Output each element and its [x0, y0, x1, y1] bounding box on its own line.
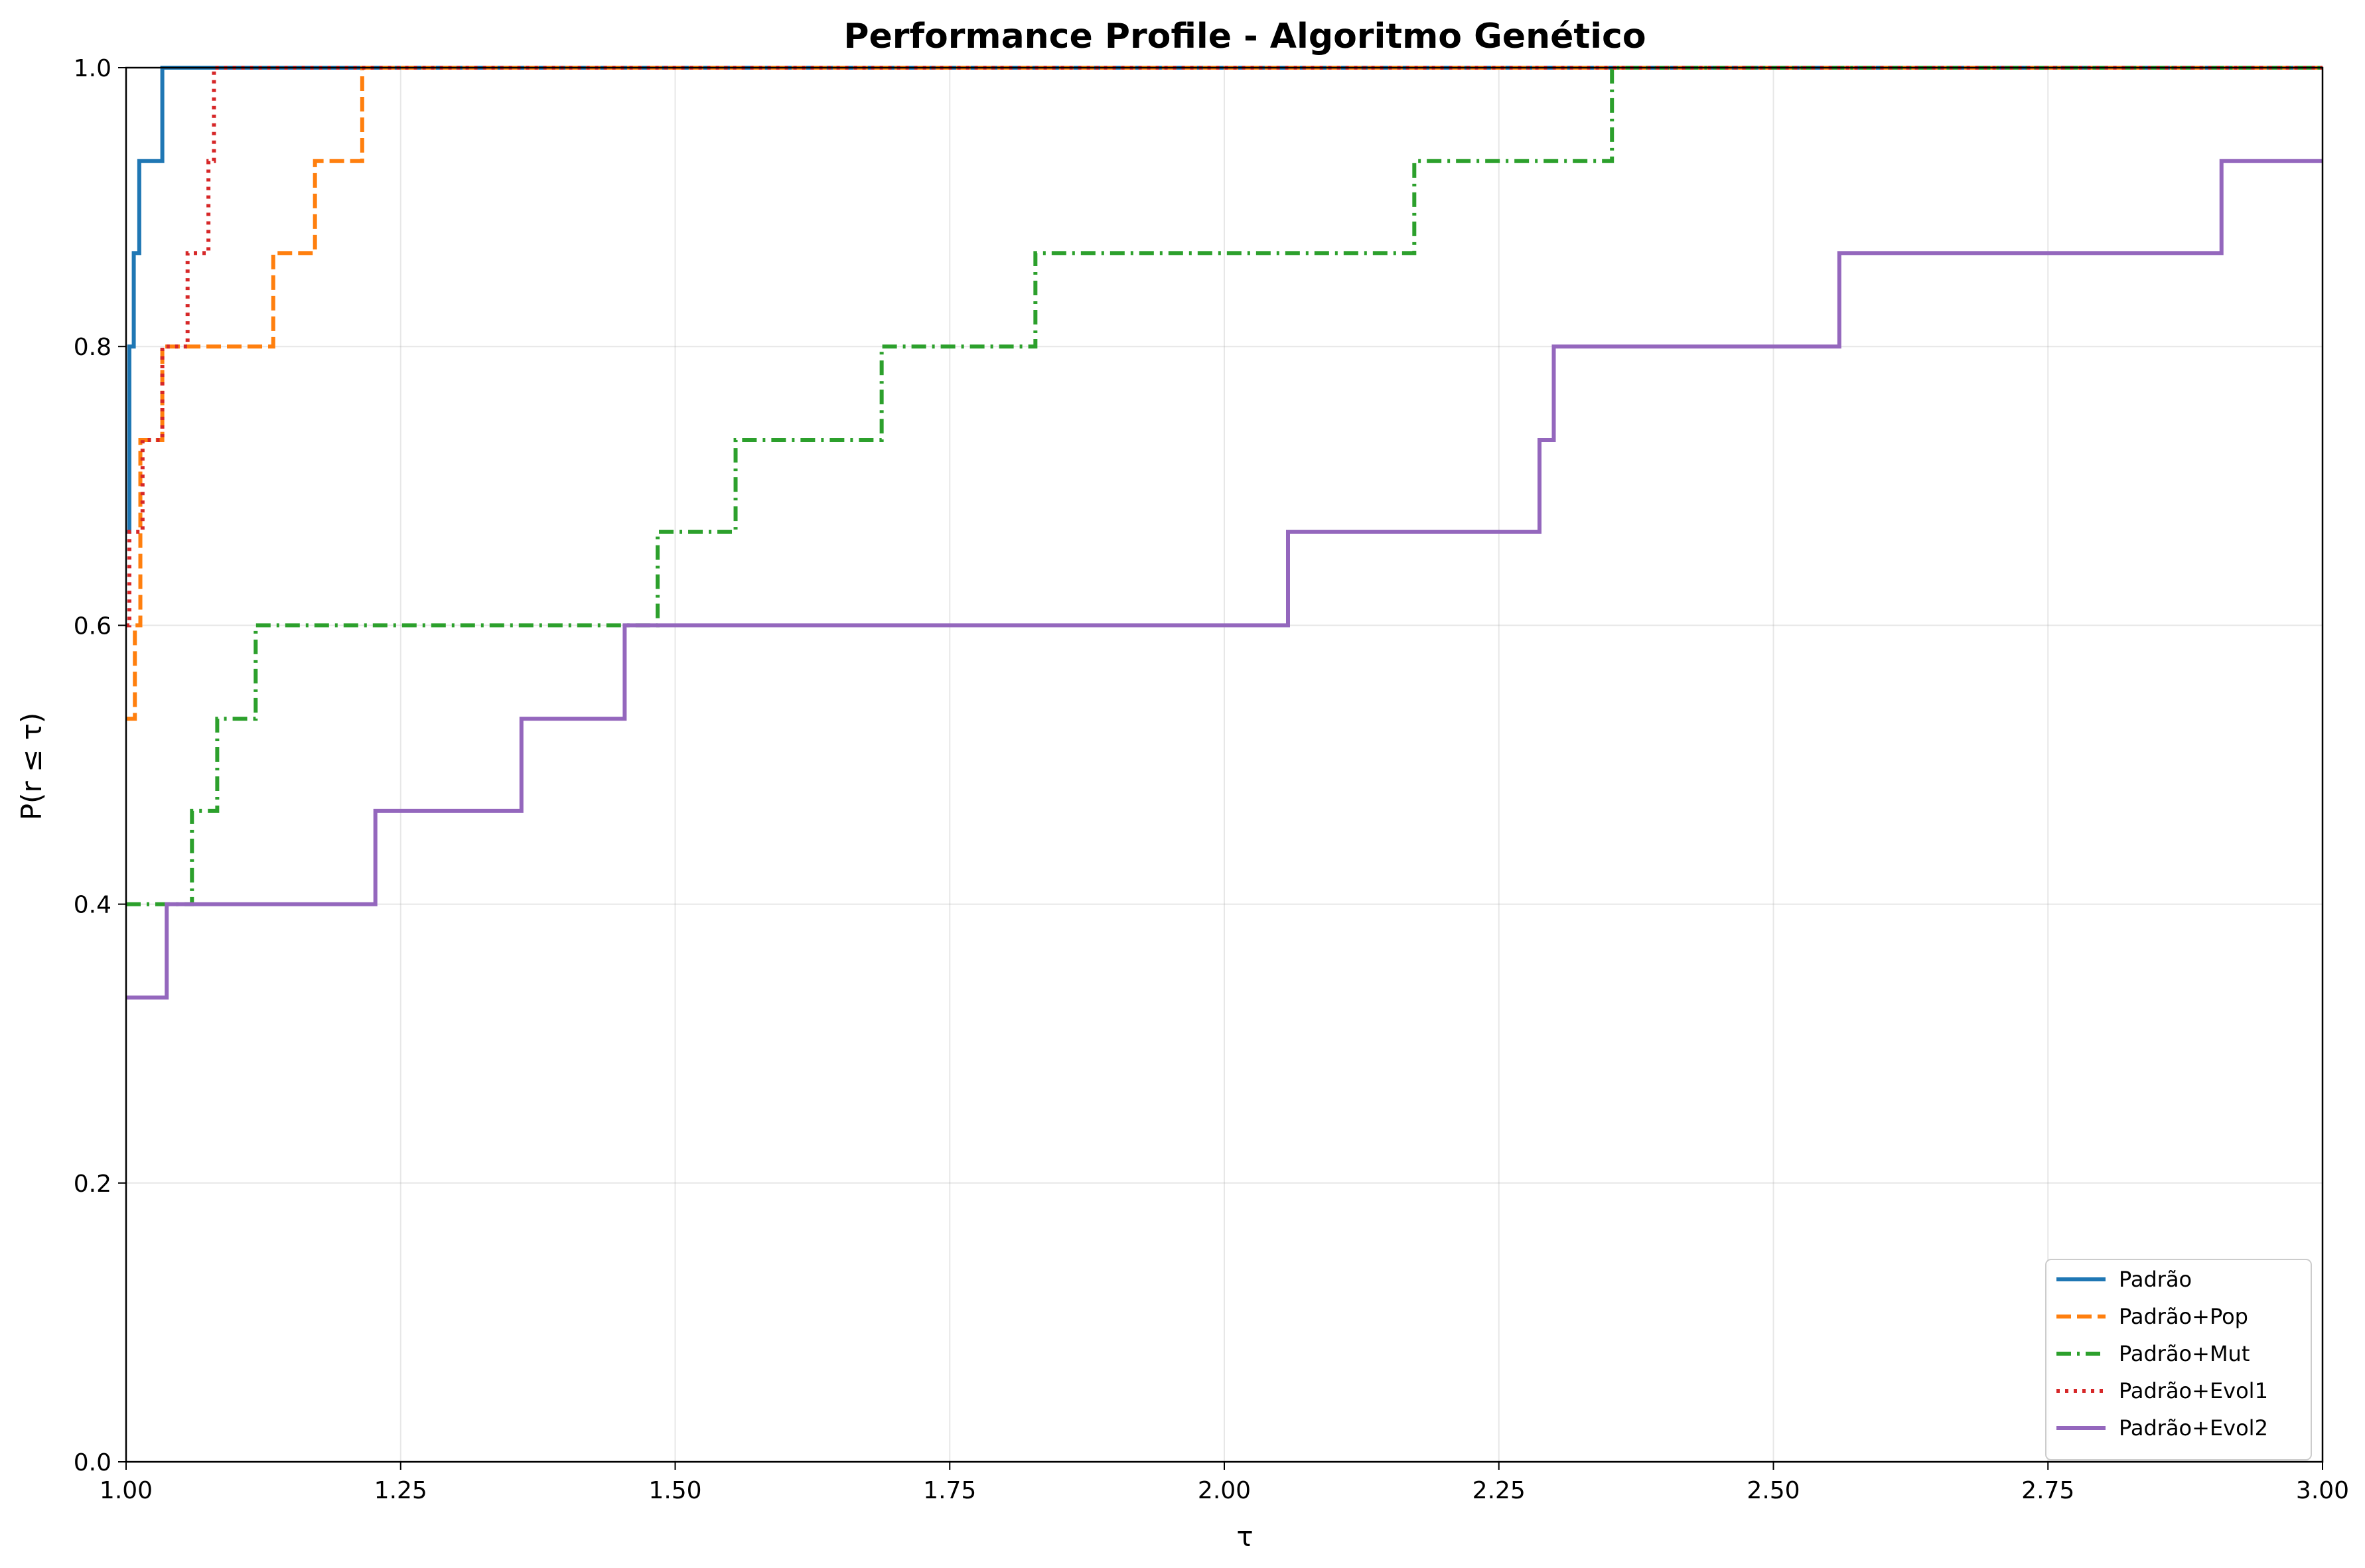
- legend-label: Padrão+Mut: [2119, 1341, 2250, 1366]
- y-tick-label: 0.2: [74, 1171, 111, 1198]
- y-tick-label: 0.8: [74, 334, 111, 361]
- y-axis-label: P(r ≤ τ): [15, 713, 48, 821]
- x-tick-label: 1.50: [648, 1477, 701, 1504]
- series-lines: [126, 66, 2323, 1000]
- legend-label: Padrão: [2119, 1267, 2192, 1292]
- x-tick-label: 1.25: [374, 1477, 427, 1504]
- legend-label: Padrão+Evol1: [2119, 1378, 2268, 1403]
- x-axis-ticks: 1.00 1.25 1.50 1.75 2.00 2.25 2.50 2.75 3.00: [100, 1462, 2349, 1504]
- y-tick-label: 0.0: [74, 1449, 111, 1476]
- x-tick-label: 2.00: [1198, 1477, 1251, 1504]
- series-line-4: [126, 66, 2323, 628]
- x-axis-label: τ: [1236, 1520, 1253, 1553]
- legend: Padrão Padrão+Pop Padrão+Mut Padrão+Evol1 Pa…: [2045, 1259, 2312, 1461]
- legend-label: Padrão+Evol2: [2119, 1415, 2268, 1441]
- y-tick-label: 0.6: [74, 612, 111, 640]
- x-tick-label: 3.00: [2296, 1477, 2349, 1504]
- series-line-3: [126, 66, 2323, 906]
- x-tick-label: 2.75: [2021, 1477, 2074, 1504]
- y-tick-label: 0.4: [74, 892, 111, 919]
- x-tick-label: 1.75: [923, 1477, 976, 1504]
- series-line-5: [126, 159, 2323, 1000]
- legend-box: [2045, 1259, 2312, 1461]
- y-tick-label: 1.0: [74, 55, 111, 82]
- y-axis-ticks: 0.0 0.2 0.4 0.6 0.8 1.0: [74, 55, 126, 1476]
- chart-title: Performance Profile - Algoritmo Genético: [843, 17, 1646, 56]
- x-tick-label: 2.25: [1472, 1477, 1526, 1504]
- legend-label: Padrão+Pop: [2119, 1304, 2248, 1329]
- series-line-2: [126, 66, 2323, 721]
- x-tick-label: 2.50: [1747, 1477, 1800, 1504]
- series-line-1: [126, 66, 2323, 534]
- x-tick-label: 1.00: [100, 1477, 153, 1504]
